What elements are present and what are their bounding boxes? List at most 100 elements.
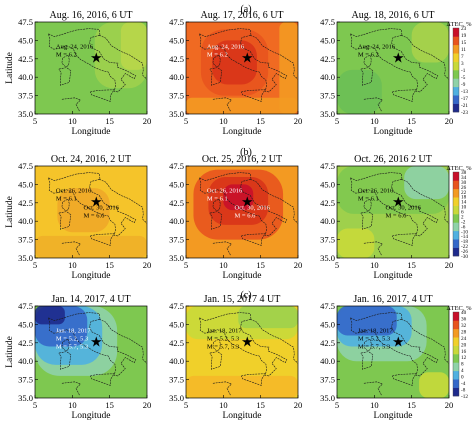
y-tick-label: 40.0 — [169, 356, 184, 366]
coast-sardinia — [360, 211, 374, 230]
coast-tunisia — [363, 381, 384, 396]
y-tick-label: 35.0 — [320, 393, 335, 403]
tec-contour-region — [411, 22, 449, 63]
coast-italy — [48, 28, 137, 93]
coast-sicily — [392, 373, 417, 386]
coast-corsica — [61, 338, 70, 352]
earthquake-annotation: Aug. 24, 2016 — [207, 43, 245, 50]
y-tick-label: 37.5 — [169, 91, 184, 101]
y-tick-label: 45.0 — [169, 179, 184, 189]
earthquake-annotation: Jan. 18, 2017 — [207, 327, 242, 334]
earthquake-annotation: M = 5.2, 5.3 — [207, 335, 239, 342]
colorbar-swatch — [453, 86, 459, 96]
y-tick-label: 40.0 — [169, 72, 184, 82]
coast-sicily — [90, 89, 115, 102]
x-tick-label: 20 — [294, 400, 303, 410]
colorbar-tick-label: 23 — [461, 26, 467, 32]
colorbar-tick-label: 19 — [461, 33, 467, 39]
y-tick-label: 45.0 — [169, 319, 184, 329]
y-tick-label: 35.0 — [169, 393, 184, 403]
x-tick-label: 15 — [256, 400, 265, 410]
y-tick-label: 45.0 — [320, 319, 335, 329]
coast-corsica — [363, 338, 372, 352]
earthquake-annotation: M = 6.1 — [207, 195, 228, 202]
colorbar: ΔTEC, %383430262218141062-2-6-10-14-18-2… — [446, 165, 472, 260]
colorbar-tick-label: 18 — [461, 195, 467, 201]
colorbar-swatch — [453, 230, 459, 240]
coast-balkans — [250, 318, 298, 364]
colorbar-tick-label: 26 — [461, 185, 467, 191]
y-axis-label: Latitude — [5, 336, 15, 368]
tec-contour-region — [57, 188, 110, 233]
x-axis-label: Longitude — [71, 271, 110, 281]
x-axis-label: Longitude — [71, 411, 110, 421]
colorbar-swatch — [453, 95, 459, 104]
x-tick-label: 5 — [184, 400, 188, 410]
coast-tunisia — [212, 97, 233, 112]
x-axis-label: Longitude — [222, 271, 261, 281]
y-tick-label: 40.0 — [18, 356, 33, 366]
x-tick-label: 5 — [33, 116, 37, 126]
colorbar-tick-label: 24 — [461, 336, 467, 342]
x-tick-label: 15 — [105, 260, 114, 270]
colorbar-tick-label: 40 — [461, 310, 467, 316]
y-tick-label: 42.5 — [320, 54, 335, 64]
coast-italy — [350, 312, 439, 377]
colorbar-swatch — [453, 328, 459, 338]
colorbar-swatch — [453, 312, 459, 321]
earthquake-annotation: Oct. 30, 2016 — [235, 204, 271, 211]
x-axis-label: Longitude — [373, 271, 412, 281]
coast-sardinia — [209, 351, 223, 370]
y-tick-label: 35.0 — [320, 253, 335, 263]
colorbar-swatch — [453, 61, 459, 71]
colorbar-swatch — [453, 180, 459, 190]
x-tick-label: 5 — [33, 260, 37, 270]
colorbar-tick-label: -30 — [461, 254, 468, 260]
y-tick-label: 45.0 — [18, 319, 33, 329]
x-tick-label: 5 — [184, 260, 188, 270]
y-tick-label: 47.5 — [320, 161, 335, 171]
colorbar-tick-label: 12 — [461, 355, 467, 361]
panel-frame — [34, 21, 148, 115]
panel-title: Oct. 26, 2016 2 UT — [354, 154, 432, 165]
y-tick-label: 45.0 — [320, 35, 335, 45]
x-axis-label: Longitude — [222, 411, 261, 421]
colorbar-tick-label: 32 — [461, 323, 467, 329]
y-tick-label: 47.5 — [320, 301, 335, 311]
coast-balkans — [250, 34, 298, 80]
colorbar-tick-label: -14 — [461, 234, 468, 240]
colorbar-tick-label: 0 — [461, 375, 464, 381]
panel-frame — [34, 305, 148, 399]
coast-corsica — [212, 198, 221, 212]
x-tick-label: 20 — [294, 116, 303, 126]
colorbar-frame — [452, 27, 460, 113]
x-tick-label: 20 — [143, 260, 152, 270]
earthquake-annotation: M = 5.7, 5.3 — [358, 343, 390, 350]
colorbar-frame — [452, 171, 460, 257]
colorbar-tick-label: 15 — [461, 40, 467, 46]
panel-title: Aug. 17, 2016, 6 UT — [200, 10, 283, 21]
coast-tunisia — [363, 97, 384, 112]
tec-contour-region — [419, 372, 449, 398]
panel-title: Jan. 16, 2017, 4 UT — [353, 294, 432, 305]
earthquake-annotation: Jan. 18, 2017 — [56, 327, 91, 334]
colorbar-swatch — [453, 36, 459, 46]
coast-balkans — [401, 318, 449, 364]
panel-frame — [185, 305, 299, 399]
panel-frame — [185, 165, 299, 259]
tec-contour-region — [35, 306, 65, 325]
x-axis-label: Longitude — [71, 127, 110, 137]
earthquake-annotation: Oct. 26, 2016 — [207, 187, 243, 194]
epicenter-star: ★ — [90, 51, 103, 66]
colorbar-tick-label: -9 — [461, 82, 466, 88]
colorbar-title: ΔTEC, % — [446, 305, 472, 312]
colorbar-title: ΔTEC, % — [446, 21, 472, 28]
earthquake-annotation: M = 5.7, 5.3 — [56, 343, 88, 350]
colorbar-tick-label: 2 — [461, 214, 464, 220]
